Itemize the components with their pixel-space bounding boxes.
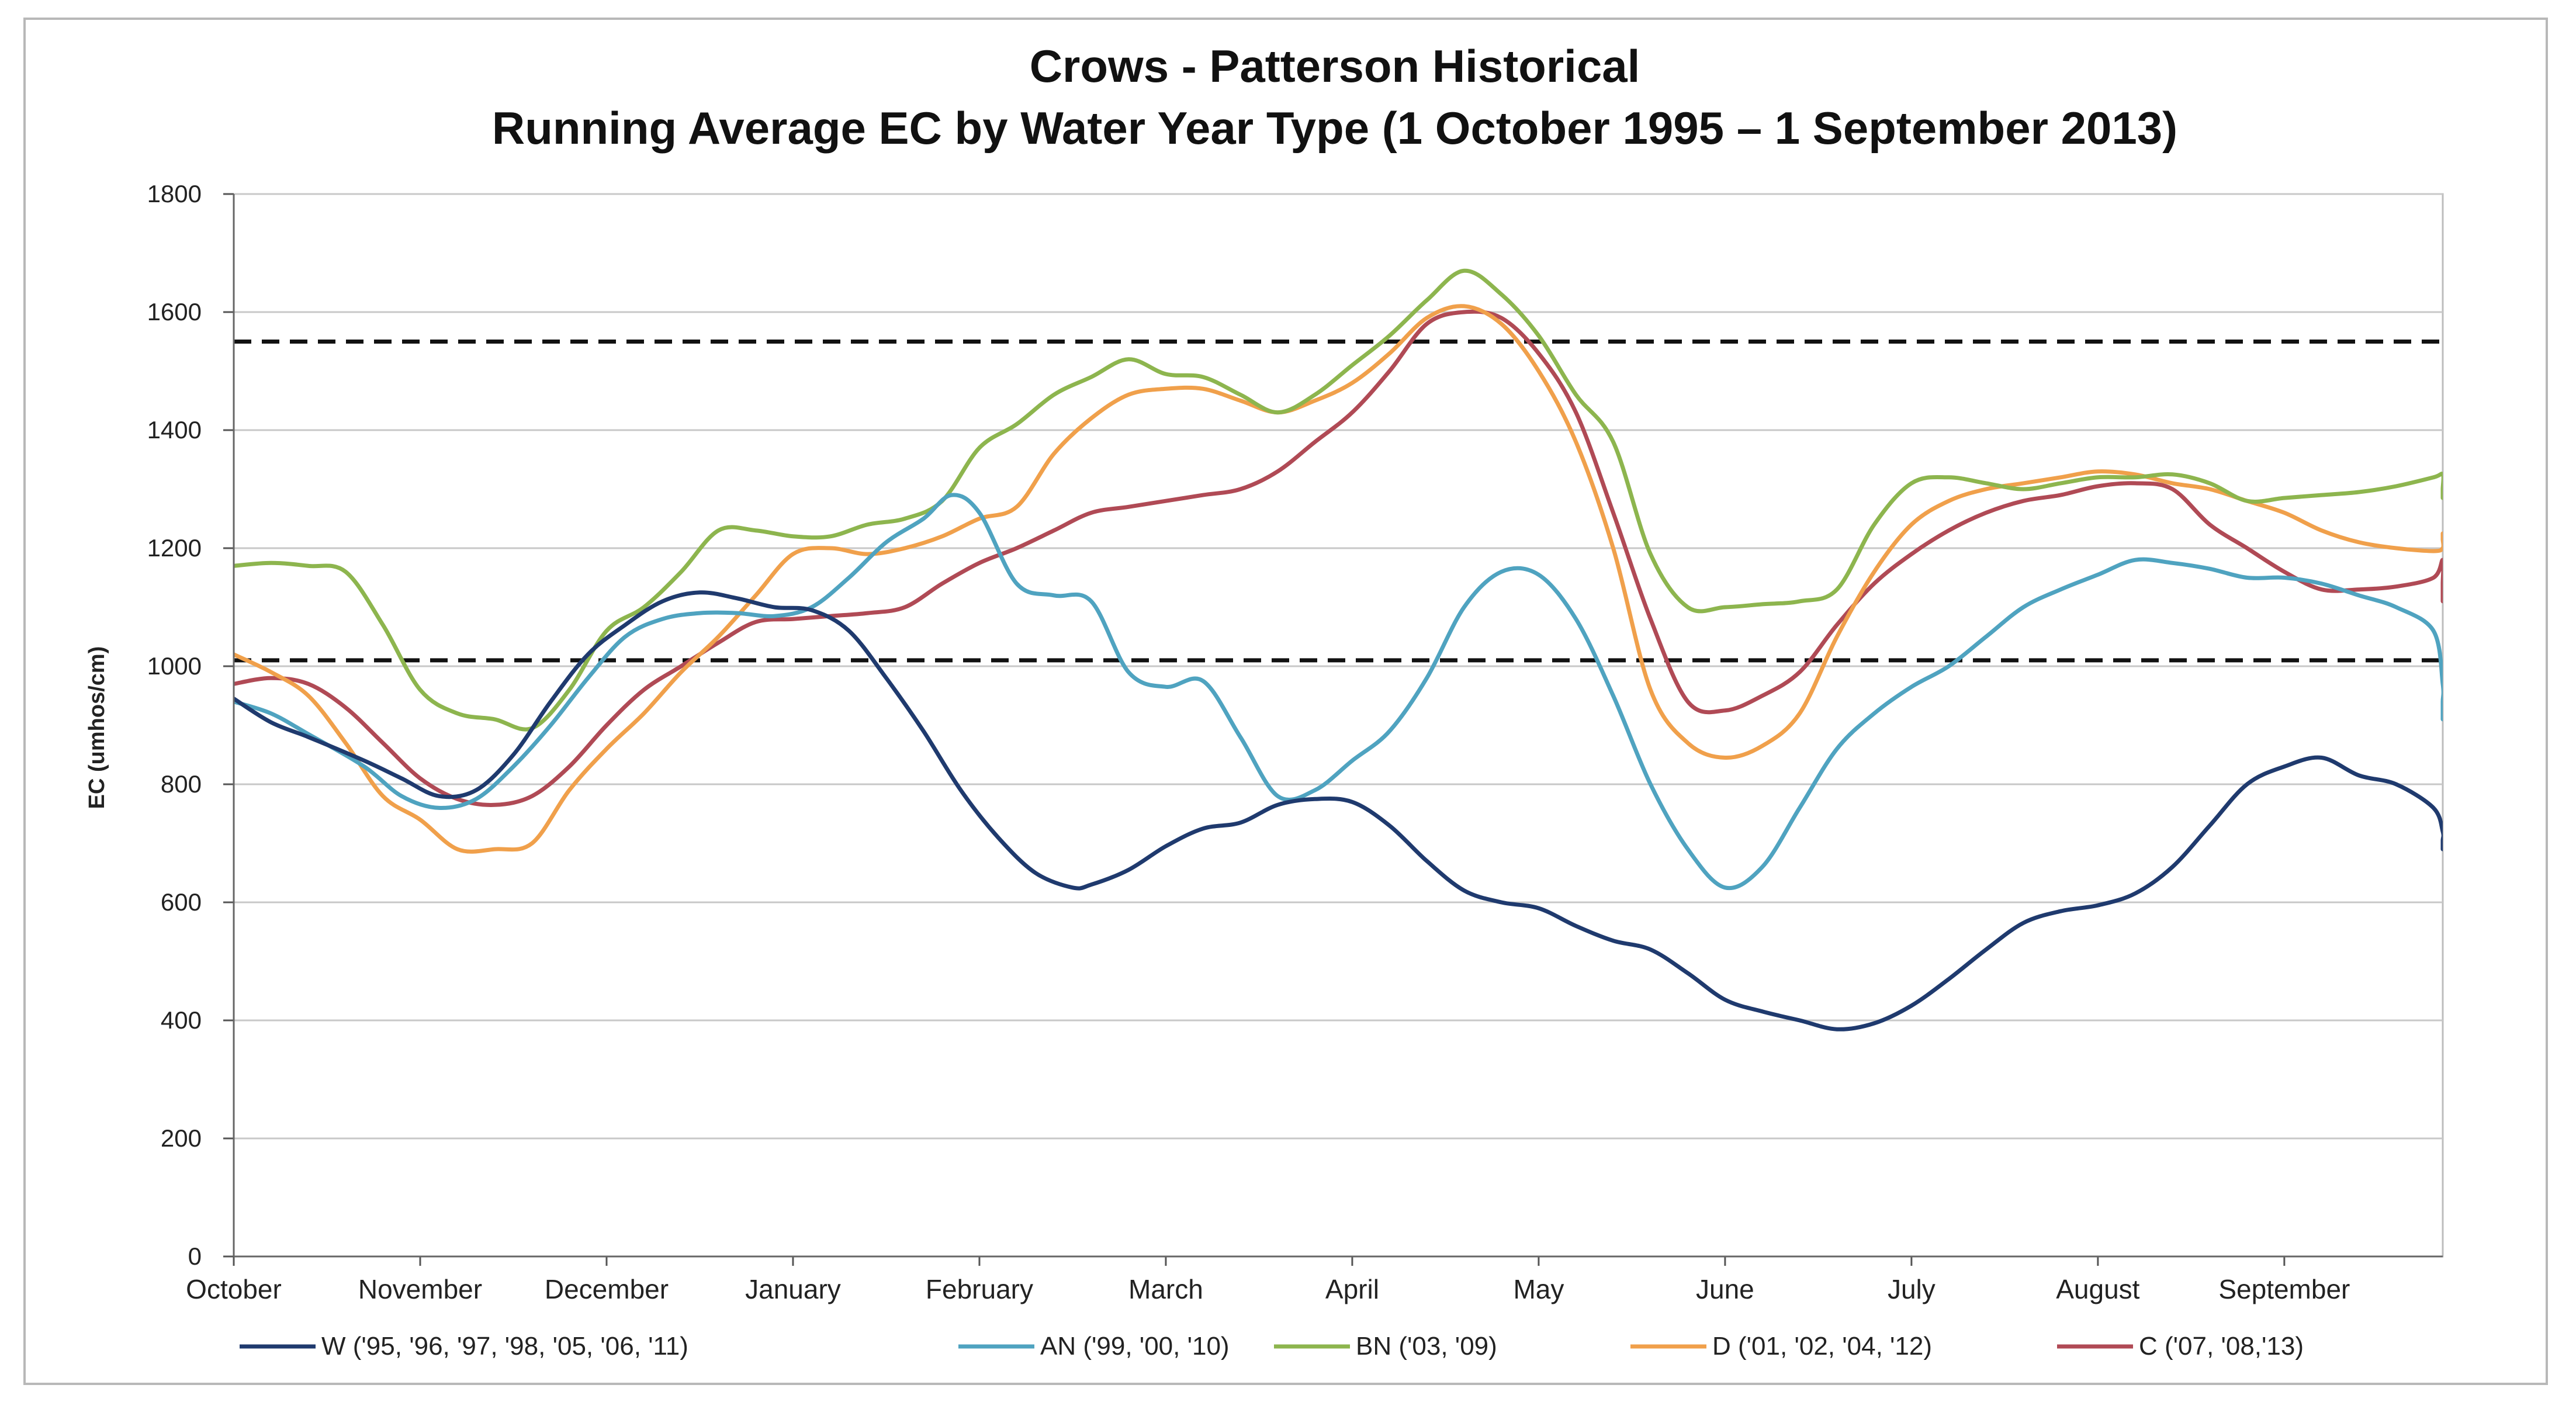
series-line-3 (234, 304, 2443, 854)
legend-label-4: C ('07, '08,'13) (2139, 1332, 2304, 1360)
series-line-1 (234, 493, 2443, 891)
chart-frame (23, 18, 2548, 1385)
series-line-2 (234, 268, 2443, 732)
y-tick-label: 200 (161, 1124, 202, 1152)
y-axis-label: EC (umhos/cm) (85, 646, 109, 809)
x-tick-label: June (1696, 1274, 1754, 1304)
y-tick-label: 1400 (147, 416, 202, 444)
x-tick-label: January (745, 1274, 841, 1304)
y-tick-label: 0 (188, 1242, 202, 1270)
x-axis-ticks: October November December January February Ma… (186, 1256, 2350, 1304)
legend-label-1: AN ('99, '00, '10) (1040, 1332, 1230, 1360)
x-tick-label: September (2218, 1274, 2350, 1304)
series-line-4 (234, 309, 2443, 807)
legend: W ('95, '96, '97, '98, '05, '06, '11) AN … (240, 1332, 2304, 1360)
grid-lines (233, 193, 2444, 1258)
y-tick-label: 1000 (147, 652, 202, 680)
chart-subtitle: Running Average EC by Water Year Type (1… (492, 102, 2177, 154)
y-tick-label: 400 (161, 1006, 202, 1034)
legend-label-0: W ('95, '96, '97, '98, '05, '06, '11) (321, 1332, 688, 1360)
series-lines (234, 268, 2443, 1031)
x-tick-label: December (545, 1274, 669, 1304)
x-tick-label: March (1128, 1274, 1203, 1304)
plot-area (233, 193, 2444, 1258)
x-tick-label: April (1325, 1274, 1379, 1304)
legend-label-2: BN ('03, '09) (1356, 1332, 1497, 1360)
x-tick-label: November (358, 1274, 482, 1304)
x-tick-label: October (186, 1274, 282, 1304)
x-tick-label: July (1888, 1274, 1936, 1304)
y-axis-ticks: 0 200 400 600 800 1000 1200 1400 1600 1800 (147, 180, 234, 1270)
y-tick-label: 800 (161, 770, 202, 798)
series-line-0 (234, 590, 2443, 1031)
y-tick-label: 1200 (147, 534, 202, 562)
x-tick-label: February (926, 1274, 1033, 1304)
x-tick-label: May (1513, 1274, 1564, 1304)
x-tick-label: August (2056, 1274, 2139, 1304)
y-tick-label: 1800 (147, 180, 202, 207)
y-tick-label: 600 (161, 888, 202, 916)
chart-title: Crows - Patterson Historical (1030, 40, 1640, 92)
y-tick-label: 1600 (147, 298, 202, 326)
axes (233, 194, 2443, 1258)
legend-label-3: D ('01, '02, '04, '12) (1712, 1332, 1932, 1360)
